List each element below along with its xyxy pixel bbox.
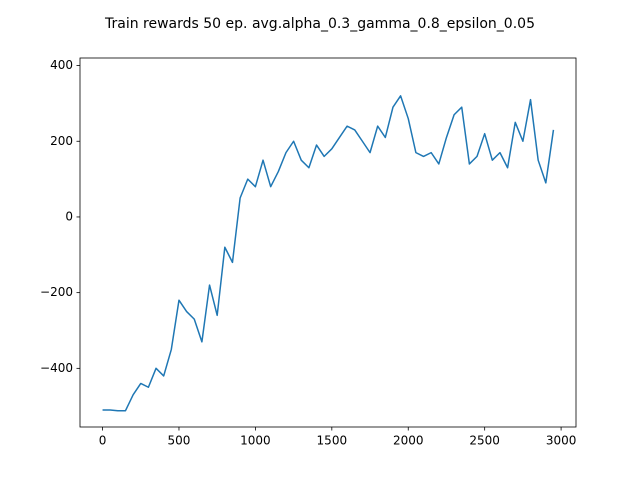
- data-line: [102, 95, 555, 412]
- x-tick-label: 3000: [546, 434, 577, 448]
- x-tick-label: 1500: [317, 434, 348, 448]
- x-tick-label: 1000: [240, 434, 271, 448]
- x-tick-label: 2000: [393, 434, 424, 448]
- x-tick-label: 2500: [469, 434, 500, 448]
- chart-title: Train rewards 50 ep. avg.alpha_0.3_gamma…: [104, 16, 535, 32]
- y-tick-label: 0: [65, 209, 73, 223]
- y-tick-label: −200: [40, 285, 73, 299]
- y-tick-label: −400: [40, 361, 73, 375]
- x-tick-label: 0: [99, 434, 107, 448]
- y-tick-label: 200: [50, 134, 73, 148]
- plot-frame: [79, 57, 577, 428]
- y-tick-label: 400: [50, 58, 73, 72]
- x-tick-label: 500: [168, 434, 191, 448]
